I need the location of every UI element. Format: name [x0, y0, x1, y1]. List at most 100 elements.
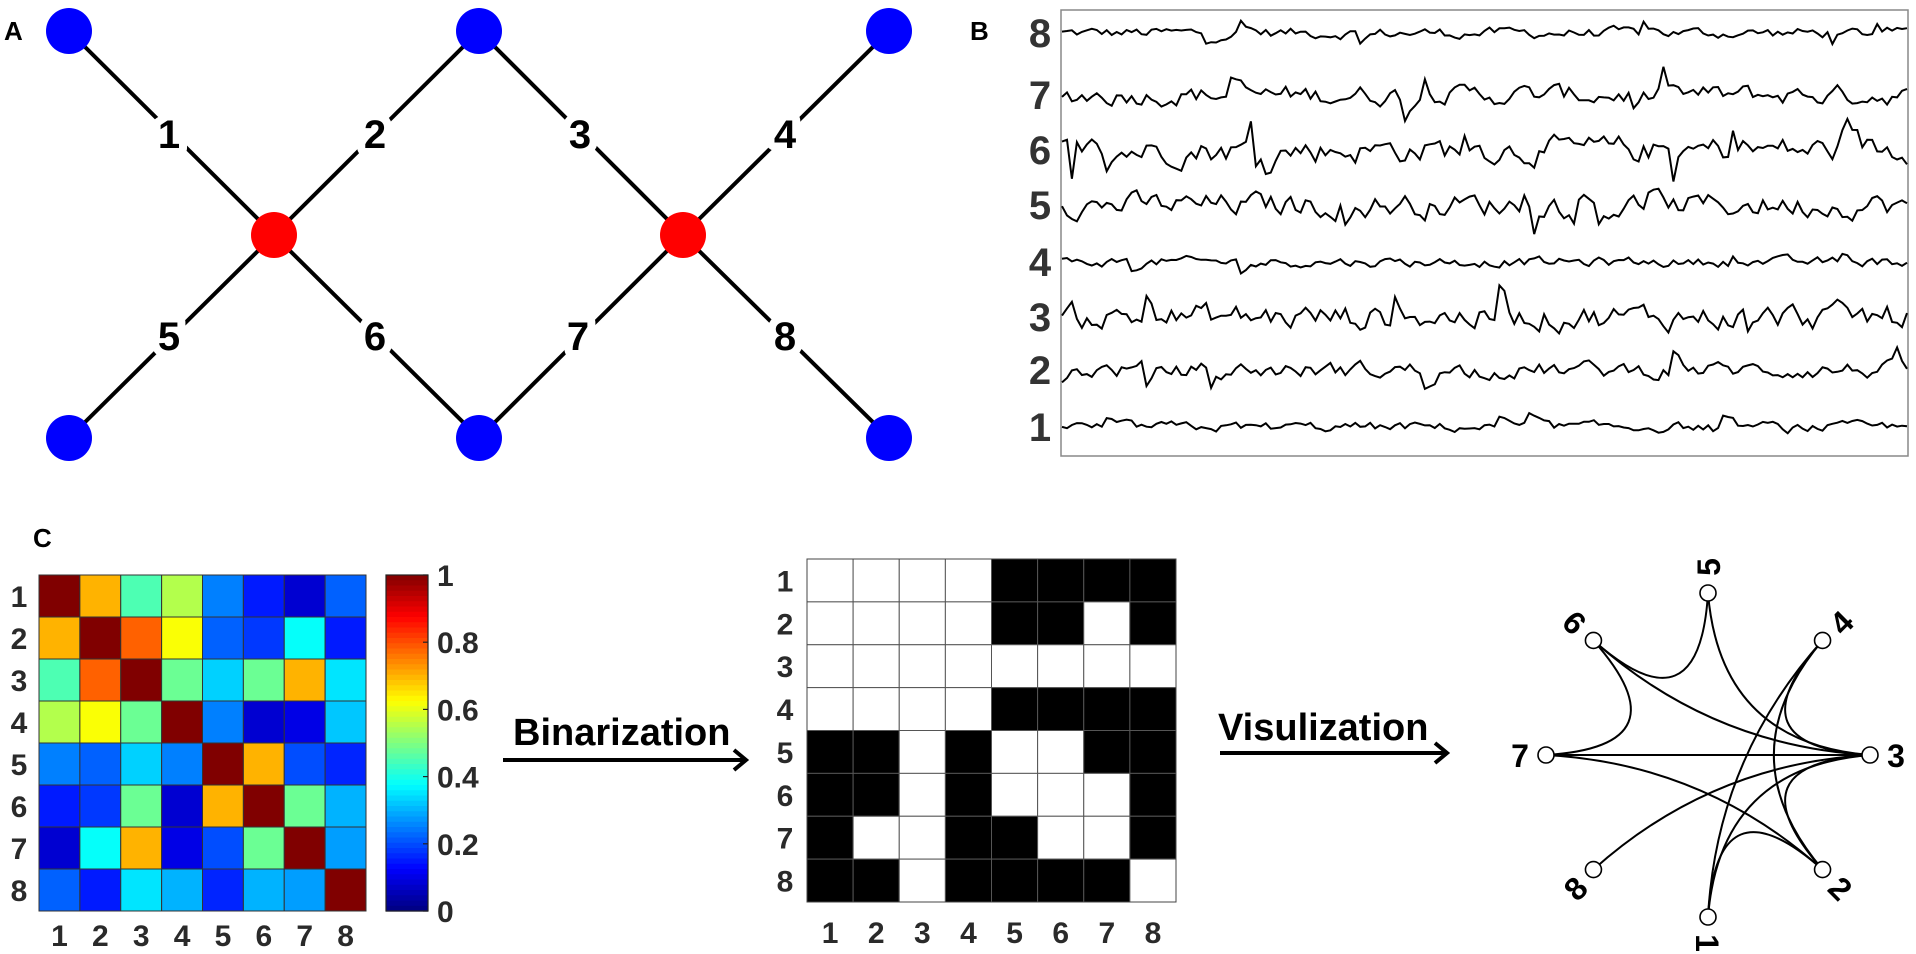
colorbar-segment [386, 800, 428, 807]
binarization-arrow [503, 748, 750, 772]
heatmap-cell [161, 826, 203, 870]
heatmap-cell [161, 658, 203, 702]
network-edge [67, 29, 276, 237]
heatmap-cell [242, 784, 285, 828]
colorbar-segment [386, 711, 428, 718]
heatmap-cell [242, 700, 285, 744]
heatmap-cell [202, 616, 244, 660]
heatmap-col-label: 1 [51, 920, 68, 953]
heatmap-cell [161, 742, 203, 786]
colorbar-segment [386, 638, 428, 644]
heatmap-cell [79, 616, 122, 660]
heatmap-cell [283, 742, 326, 786]
heatmap-row-label: 1 [11, 581, 28, 614]
graph-edge [1592, 754, 1871, 871]
colorbar-segment [386, 706, 428, 713]
heatmap-cell [324, 700, 367, 744]
heatmap-cell [120, 574, 163, 618]
heatmap-row-label: 5 [11, 749, 28, 782]
colorbar-segment [386, 590, 428, 597]
heatmap-col-label: 3 [133, 920, 150, 953]
heatmap-cell [202, 658, 244, 702]
heatmap-cell [38, 658, 81, 702]
graph-edge [1592, 592, 1709, 679]
network-edge [67, 233, 276, 440]
binary-cell [806, 687, 854, 731]
heatmap-row-label: 8 [11, 875, 28, 908]
binary-cell [898, 772, 946, 817]
binary-cell [1129, 815, 1177, 860]
heatmap-cell [283, 616, 326, 660]
hub-node [660, 212, 706, 258]
heatmap-row-label: 3 [11, 665, 28, 698]
colorbar-segment [386, 821, 428, 828]
colorbar-segment [386, 785, 428, 791]
binary-cell [1037, 644, 1085, 689]
heatmap-cell [324, 826, 367, 870]
leaf-node [456, 415, 502, 461]
heatmap-cell [242, 742, 285, 786]
heatmap-cell [38, 616, 81, 660]
heatmap-col-label: 7 [296, 920, 313, 953]
binary-cell [898, 644, 946, 689]
colorbar-segment [386, 848, 428, 854]
binary-cell [1083, 772, 1131, 817]
heatmap-cell [79, 826, 122, 870]
binary-cell [1083, 601, 1131, 646]
binary-cell [852, 601, 900, 646]
graph-node [1584, 860, 1603, 879]
colorbar-segment [386, 737, 428, 744]
heatmap-cell [161, 700, 203, 744]
binary-cell [1129, 644, 1177, 689]
network-diagram: 1 2 3 4 5 6 7 8 [46, 8, 912, 461]
binary-cell [991, 558, 1039, 603]
heatmap-cell [120, 658, 163, 702]
binary-cell [852, 858, 900, 903]
heatmap-cell [38, 784, 81, 828]
leaf-node [46, 415, 92, 461]
edge-label: 1 [158, 113, 180, 157]
binary-cell [1129, 687, 1177, 731]
binary-cell [852, 687, 900, 731]
binary-cell [1129, 601, 1177, 646]
binary-cell [806, 644, 854, 689]
colorbar-segment [386, 701, 428, 707]
channel-label: 3 [1029, 296, 1051, 340]
colorbar-segment [386, 648, 428, 655]
colorbar-segment [386, 722, 428, 728]
binary-cell [852, 558, 900, 603]
heatmap-cell [38, 574, 81, 618]
network-edge [477, 29, 685, 237]
binary-cell [991, 815, 1039, 860]
heatmap-row-label: 2 [11, 623, 28, 656]
colorbar-tick-label: 0 [437, 896, 454, 929]
binary-cell [944, 730, 992, 774]
colorbar-segment [386, 748, 428, 755]
binary-cell [898, 601, 946, 646]
binary-cell [991, 772, 1039, 817]
colorbar-segment [386, 575, 428, 581]
binary-cell [806, 815, 854, 860]
colorbar-segment [386, 769, 428, 776]
colorbar-segment [386, 779, 428, 786]
binary-cell [898, 730, 946, 774]
colorbar-segment [386, 905, 428, 912]
colorbar-segment [386, 674, 428, 681]
binary-col-label: 3 [914, 917, 931, 950]
heatmap-cell [161, 868, 203, 912]
heatmap-cell [283, 658, 326, 702]
colorbar-tick-label: 0.6 [437, 694, 479, 727]
binary-cell [806, 558, 854, 603]
colorbar-segment [386, 716, 428, 723]
colorbar-segment [386, 816, 428, 823]
colorbar-segment [386, 732, 428, 739]
heatmap-cell [120, 868, 163, 912]
heatmap-cell [202, 826, 244, 870]
heatmap-cell [242, 658, 285, 702]
heatmap-cell [283, 574, 326, 618]
heatmap-cell [283, 868, 326, 912]
signal-trace-3 [1061, 283, 1908, 336]
binary-cell [852, 730, 900, 774]
